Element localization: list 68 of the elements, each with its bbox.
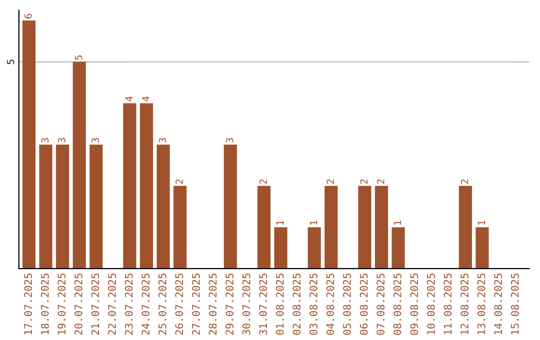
x-tick-label: 24.07.2025 <box>142 274 150 335</box>
x-tick-label: 10.08.2025 <box>427 274 435 334</box>
x-tick-label: 04.08.2025 <box>326 274 334 335</box>
x-tick-label: 05.08.2025 <box>343 274 351 335</box>
x-tick-label: 11.08.2025 <box>444 274 452 334</box>
x-tick-label: 25.07.2025 <box>158 274 166 335</box>
data-label: 6 <box>24 14 32 19</box>
bar <box>257 186 271 269</box>
data-label: 2 <box>259 179 267 184</box>
x-tick-label: 08.08.2025 <box>393 274 402 335</box>
x-tick-label: 26.07.2025 <box>175 274 184 335</box>
bar <box>374 186 388 269</box>
data-label: 1 <box>394 220 401 225</box>
x-tick-label: 14.08.2025 <box>494 274 502 334</box>
data-label: 2 <box>360 179 368 184</box>
bar <box>274 227 288 269</box>
x-tick-label: 28.07.2025 <box>208 274 217 335</box>
bar <box>123 103 136 269</box>
bar <box>174 186 187 269</box>
data-label: 1 <box>310 220 318 225</box>
bar <box>392 227 405 269</box>
data-label: 4 <box>142 96 150 102</box>
bar <box>39 144 52 269</box>
bar <box>90 144 103 269</box>
x-tick-label: 06.08.2025 <box>360 274 368 335</box>
x-tick-label: 02.08.2025 <box>292 274 301 335</box>
bar <box>458 186 472 269</box>
x-tick-label: 03.08.2025 <box>310 274 318 335</box>
bar <box>56 144 70 269</box>
bar <box>308 227 321 269</box>
x-tick-label: 01.08.2025 <box>276 274 284 335</box>
bar <box>358 186 372 269</box>
bar <box>140 103 154 269</box>
x-tick-label: 15.08.2025 <box>510 274 519 334</box>
x-tick-label: 17.07.2025 <box>24 274 32 334</box>
data-label: 1 <box>478 220 485 225</box>
data-label: 3 <box>226 138 234 143</box>
data-label: 1 <box>276 220 284 225</box>
bar <box>72 62 86 269</box>
data-label: 3 <box>158 138 166 143</box>
x-tick-label: 22.07.2025 <box>108 274 116 335</box>
x-tick-label: 12.08.2025 <box>460 274 468 334</box>
data-label: 2 <box>176 179 183 184</box>
x-tick-label: 20.07.2025 <box>74 274 82 335</box>
data-label: 3 <box>58 138 66 143</box>
x-tick-label: 29.07.2025 <box>226 274 234 335</box>
x-tick-label: 18.07.2025 <box>40 274 49 334</box>
x-tick-label: 19.07.2025 <box>58 274 66 334</box>
bar <box>22 20 36 269</box>
x-tick-label: 09.08.2025 <box>410 274 418 335</box>
data-label: 4 <box>125 96 132 102</box>
x-tick-label: 27.07.2025 <box>192 274 200 335</box>
x-tick-label: 23.07.2025 <box>124 274 133 335</box>
x-tick-label: 31.07.2025 <box>259 274 268 335</box>
data-label: 3 <box>92 138 99 143</box>
bar <box>224 144 237 269</box>
x-tick-label: 30.07.2025 <box>242 274 250 335</box>
bar <box>156 144 170 269</box>
data-label: 2 <box>460 179 468 184</box>
data-label: 2 <box>326 179 334 184</box>
data-label: 5 <box>74 55 82 60</box>
x-tick-label: 07.08.2025 <box>376 274 385 335</box>
data-label: 3 <box>41 138 49 143</box>
x-tick-label: 13.08.2025 <box>477 274 486 334</box>
bar <box>476 227 489 269</box>
x-tick-label: 21.07.2025 <box>91 274 100 335</box>
data-label: 2 <box>376 179 384 184</box>
bar <box>324 186 338 269</box>
